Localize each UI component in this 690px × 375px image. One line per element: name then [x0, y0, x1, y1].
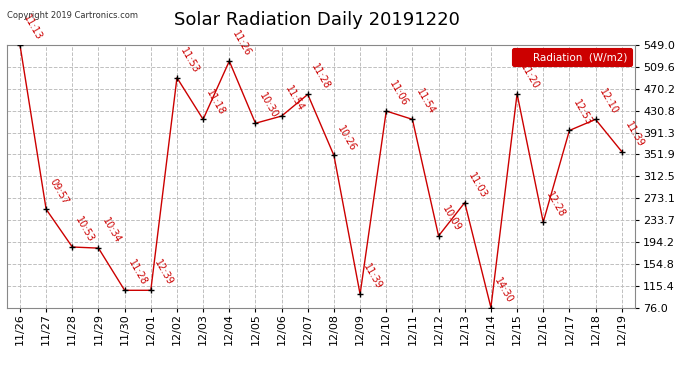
Text: 11:18: 11:18 [204, 87, 227, 117]
Text: 09:57: 09:57 [48, 177, 70, 207]
Text: 10:53: 10:53 [74, 215, 97, 244]
Text: 11:54: 11:54 [283, 84, 306, 113]
Text: 10:34: 10:34 [100, 216, 122, 245]
Text: 10:30: 10:30 [257, 92, 279, 120]
Text: 11:26: 11:26 [230, 29, 253, 58]
Text: 10:09: 10:09 [440, 204, 462, 233]
Text: 11:39: 11:39 [623, 120, 646, 149]
Text: 12:53: 12:53 [571, 99, 593, 128]
Text: 11:54: 11:54 [414, 87, 436, 117]
Legend: Radiation  (W/m2): Radiation (W/m2) [512, 48, 631, 66]
Text: 11:53: 11:53 [178, 46, 201, 75]
Text: 12:10: 12:10 [597, 87, 620, 117]
Text: 11:06: 11:06 [388, 79, 410, 108]
Text: 11:13: 11:13 [21, 13, 44, 42]
Text: 12:28: 12:28 [544, 190, 567, 219]
Text: 11:20: 11:20 [518, 62, 541, 91]
Text: 14:30: 14:30 [492, 276, 515, 305]
Text: 11:28: 11:28 [126, 258, 148, 288]
Text: 11:03: 11:03 [466, 171, 489, 200]
Text: 11:28: 11:28 [309, 63, 332, 92]
Text: Solar Radiation Daily 20191220: Solar Radiation Daily 20191220 [175, 11, 460, 29]
Text: 12:39: 12:39 [152, 258, 175, 288]
Text: 10:26: 10:26 [335, 123, 358, 153]
Text: 11:39: 11:39 [362, 262, 384, 291]
Text: Copyright 2019 Cartronics.com: Copyright 2019 Cartronics.com [7, 11, 138, 20]
